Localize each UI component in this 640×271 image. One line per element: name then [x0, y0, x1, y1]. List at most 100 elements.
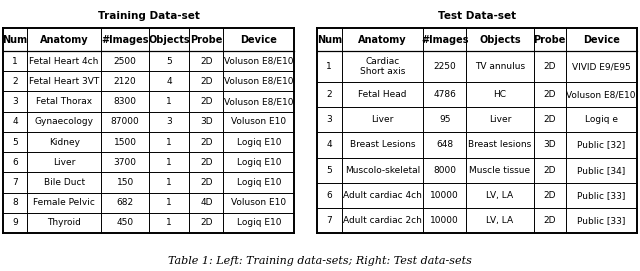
Text: 648: 648	[436, 140, 453, 150]
Text: Voluson E8/E10: Voluson E8/E10	[566, 90, 636, 99]
Text: 150: 150	[116, 178, 134, 187]
Text: Fetal Heart 4ch: Fetal Heart 4ch	[29, 57, 99, 66]
Text: 10000: 10000	[431, 191, 459, 200]
Text: 2250: 2250	[433, 62, 456, 71]
Text: LV, LA: LV, LA	[486, 191, 513, 200]
Text: 2D: 2D	[200, 218, 212, 227]
Text: 4D: 4D	[200, 198, 212, 207]
Text: 4: 4	[166, 77, 172, 86]
Text: 2D: 2D	[543, 216, 556, 225]
Text: 1: 1	[166, 198, 172, 207]
Text: 8000: 8000	[433, 166, 456, 175]
Text: 4786: 4786	[433, 90, 456, 99]
Text: Probe: Probe	[190, 35, 223, 44]
Text: HC: HC	[493, 90, 506, 99]
Text: Voluson E8/E10: Voluson E8/E10	[224, 77, 294, 86]
Text: Adult cardiac 2ch: Adult cardiac 2ch	[343, 216, 422, 225]
Text: 2D: 2D	[200, 178, 212, 187]
Text: 87000: 87000	[111, 117, 140, 126]
Text: Breast Lesions: Breast Lesions	[350, 140, 415, 150]
Text: Voluson E10: Voluson E10	[231, 117, 287, 126]
Text: 1: 1	[166, 158, 172, 167]
Text: 2D: 2D	[543, 90, 556, 99]
Text: 2D: 2D	[543, 62, 556, 71]
Text: VIVID E9/E95: VIVID E9/E95	[572, 62, 630, 71]
Text: 3: 3	[166, 117, 172, 126]
Text: LV, LA: LV, LA	[486, 216, 513, 225]
Text: 6: 6	[12, 158, 18, 167]
Text: Anatomy: Anatomy	[358, 35, 407, 44]
Text: Fetal Head: Fetal Head	[358, 90, 407, 99]
Text: 6: 6	[326, 191, 332, 200]
Text: 2D: 2D	[200, 158, 212, 167]
Text: 2: 2	[12, 77, 18, 86]
Text: 1: 1	[166, 137, 172, 147]
Text: Voluson E8/E10: Voluson E8/E10	[224, 57, 294, 66]
Text: 450: 450	[116, 218, 134, 227]
Text: Muscle tissue: Muscle tissue	[469, 166, 531, 175]
Text: 2: 2	[326, 90, 332, 99]
Text: Gynaecology: Gynaecology	[35, 117, 93, 126]
Text: Liver: Liver	[53, 158, 76, 167]
Text: #Images: #Images	[421, 35, 468, 44]
Text: Cardiac
Short axis: Cardiac Short axis	[360, 57, 405, 76]
Text: 10000: 10000	[431, 216, 459, 225]
Text: Logiq E10: Logiq E10	[237, 218, 281, 227]
Text: Fetal Thorax: Fetal Thorax	[36, 97, 92, 106]
Text: 2D: 2D	[543, 115, 556, 124]
Text: 7: 7	[12, 178, 18, 187]
Text: Public [33]: Public [33]	[577, 191, 625, 200]
Text: Training Data-set: Training Data-set	[98, 11, 200, 21]
Text: Logiq E10: Logiq E10	[237, 178, 281, 187]
Text: Public [32]: Public [32]	[577, 140, 625, 150]
Text: 3: 3	[326, 115, 332, 124]
Text: 5: 5	[166, 57, 172, 66]
Text: Breast lesions: Breast lesions	[468, 140, 532, 150]
Text: 9: 9	[12, 218, 18, 227]
Text: 1: 1	[166, 97, 172, 106]
Text: Probe: Probe	[534, 35, 566, 44]
Text: 3D: 3D	[200, 117, 212, 126]
Text: 3D: 3D	[543, 140, 556, 150]
Text: 5: 5	[12, 137, 18, 147]
Text: Liver: Liver	[489, 115, 511, 124]
Text: Muscolo-skeletal: Muscolo-skeletal	[345, 166, 420, 175]
Text: 1: 1	[166, 178, 172, 187]
Text: 1500: 1500	[113, 137, 136, 147]
Text: 3: 3	[12, 97, 18, 106]
Text: Num: Num	[317, 35, 342, 44]
Text: 8300: 8300	[113, 97, 136, 106]
Text: Public [33]: Public [33]	[577, 216, 625, 225]
Text: Voluson E8/E10: Voluson E8/E10	[224, 97, 294, 106]
Text: Device: Device	[241, 35, 277, 44]
Text: 3700: 3700	[113, 158, 136, 167]
Text: Logiq E10: Logiq E10	[237, 158, 281, 167]
Text: Logiq E10: Logiq E10	[237, 137, 281, 147]
Text: 2120: 2120	[114, 77, 136, 86]
Text: Num: Num	[3, 35, 28, 44]
Text: 2D: 2D	[200, 57, 212, 66]
Text: 8: 8	[12, 198, 18, 207]
Text: Table 1: Left: Training data-sets; Right: Test data-sets: Table 1: Left: Training data-sets; Right…	[168, 256, 472, 266]
Text: Adult cardiac 4ch: Adult cardiac 4ch	[343, 191, 422, 200]
Text: 2500: 2500	[114, 57, 136, 66]
Text: Anatomy: Anatomy	[40, 35, 88, 44]
Text: Public [34]: Public [34]	[577, 166, 625, 175]
Text: 7: 7	[326, 216, 332, 225]
Text: #Images: #Images	[101, 35, 149, 44]
Text: 1: 1	[166, 218, 172, 227]
Text: Voluson E10: Voluson E10	[231, 198, 287, 207]
Text: 4: 4	[12, 117, 18, 126]
Text: Objects: Objects	[479, 35, 521, 44]
Text: Logiq e: Logiq e	[585, 115, 618, 124]
Text: 2D: 2D	[543, 166, 556, 175]
Text: 2D: 2D	[543, 191, 556, 200]
Text: 95: 95	[439, 115, 451, 124]
Text: Bile Duct: Bile Duct	[44, 178, 84, 187]
Text: 4: 4	[326, 140, 332, 150]
Text: 2D: 2D	[200, 137, 212, 147]
Text: Objects: Objects	[148, 35, 190, 44]
Text: 5: 5	[326, 166, 332, 175]
Text: 2D: 2D	[200, 97, 212, 106]
Text: Fetal Heart 3VT: Fetal Heart 3VT	[29, 77, 99, 86]
